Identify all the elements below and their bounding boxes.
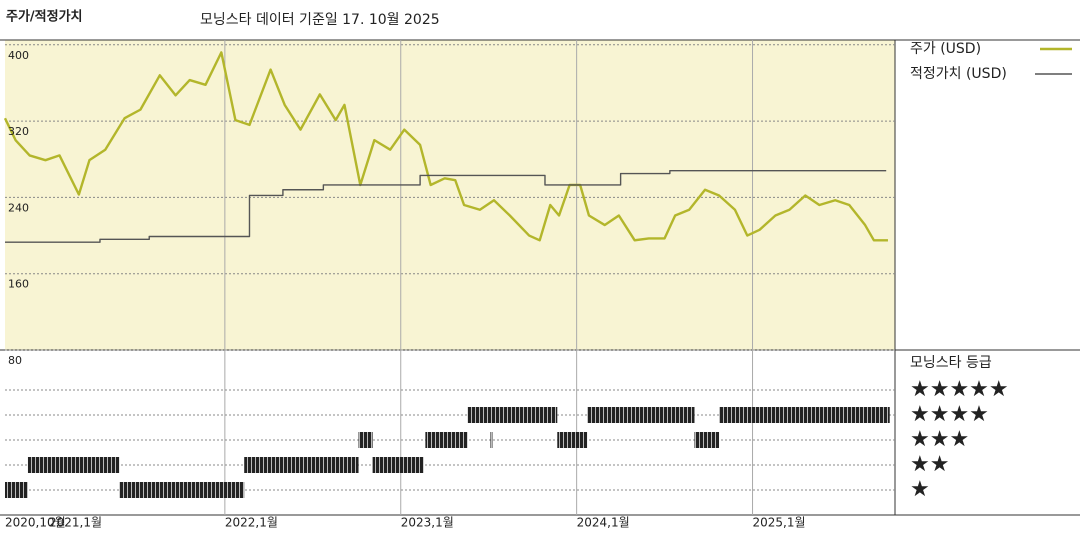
x-tick-label: 2024,1월	[577, 516, 630, 530]
y-tick-label: 320	[8, 125, 29, 138]
rating-bar	[372, 457, 424, 473]
x-tick-label: 2023,1월	[401, 516, 454, 530]
rating-bar	[244, 457, 359, 473]
rating-title: 모닝스타 등급	[910, 355, 992, 371]
series-line	[5, 169, 887, 243]
rating-bar	[27, 457, 120, 473]
subtitle: 모닝스타 데이터 기준일 17. 10월 2025	[200, 12, 440, 28]
rating-bar	[467, 407, 558, 423]
series-line	[3, 51, 888, 242]
rating-bar	[5, 482, 28, 498]
rating-bar	[557, 432, 588, 448]
rating-bar	[587, 407, 695, 423]
rating-bar	[719, 407, 890, 423]
rating-label: ★	[910, 477, 930, 502]
plot-background	[5, 40, 895, 350]
x-tick-label: 2020,10월	[5, 516, 66, 530]
legend-label: 적정가치 (USD)	[910, 66, 1007, 82]
y-tick-label: 160	[8, 278, 29, 291]
rating-bar	[425, 432, 468, 448]
x-tick-label: 2021,1월	[49, 516, 102, 530]
title: 주가/적정가치	[6, 9, 83, 25]
rating-bar	[490, 432, 493, 448]
rating-bar	[119, 482, 245, 498]
rating-bar	[694, 432, 720, 448]
x-tick-label: 2025,1월	[753, 516, 806, 530]
x-tick-label: 2022,1월	[225, 516, 278, 530]
rating-label: ★★★★★	[910, 377, 1009, 402]
y-tick-label: 80	[8, 354, 22, 367]
y-tick-label: 400	[8, 49, 29, 62]
rating-bar	[358, 432, 373, 448]
rating-label: ★★★	[910, 427, 969, 452]
rating-label: ★★★★	[910, 402, 989, 427]
y-tick-label: 240	[8, 201, 29, 214]
rating-label: ★★	[910, 452, 949, 477]
legend-label: 주가 (USD)	[910, 41, 981, 57]
